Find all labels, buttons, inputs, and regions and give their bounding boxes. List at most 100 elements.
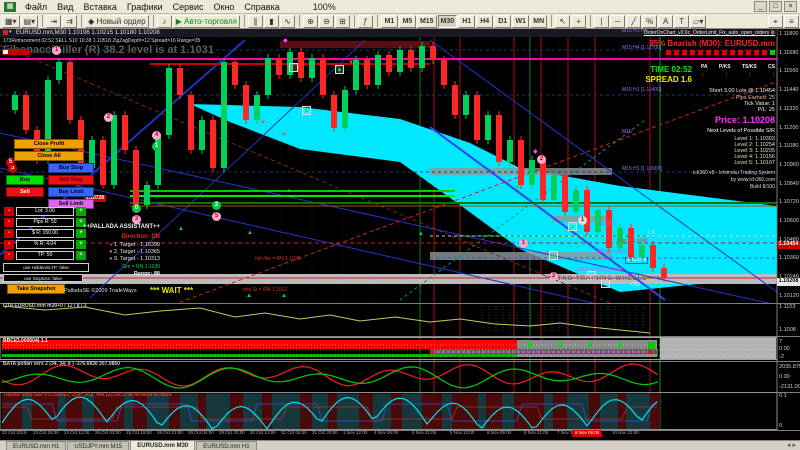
price-scale-label: 1.11200 xyxy=(779,124,799,131)
sell-button[interactable]: Sell xyxy=(6,187,44,197)
bata-red-line xyxy=(1,363,659,387)
chart-shift-button[interactable]: ⇥ xyxy=(46,14,62,28)
ichimoku-band xyxy=(190,104,777,292)
toolbar-separator xyxy=(590,15,592,27)
bar-chart-button[interactable]: ∥ xyxy=(247,14,263,28)
signal-box-marker xyxy=(289,63,298,72)
signal-dot-row xyxy=(666,50,775,55)
time-axis-label: 4 Nov 05:00 xyxy=(374,430,399,435)
timeframe-button-m1[interactable]: M1 xyxy=(380,14,398,28)
restore-button[interactable]: □ xyxy=(769,1,782,12)
menu-item[interactable]: Сервис xyxy=(172,1,204,12)
signal-columns: PA P/KS TS/KS CS xyxy=(701,64,775,70)
timeframe-button-h4[interactable]: H4 xyxy=(476,14,494,28)
menu-item[interactable]: Вставка xyxy=(83,1,117,12)
auto-scroll-button[interactable]: ⇉ xyxy=(62,14,78,28)
crosshair-button[interactable]: + xyxy=(571,14,587,28)
chevron-down-icon[interactable]: ▾ xyxy=(9,29,12,35)
new-chart-button[interactable]: ▦▾ xyxy=(2,14,20,28)
price-scale-label: 1.10720 xyxy=(779,199,799,206)
indicator-scale-label: 0.00 xyxy=(779,346,790,352)
close-profit-button[interactable]: Close Profit xyxy=(14,139,84,149)
fibonacci-button[interactable]: % xyxy=(642,14,658,28)
timeframe-button-d1[interactable]: D1 xyxy=(494,14,512,28)
chart-tab[interactable]: EURUSD.mm H1 xyxy=(6,441,67,450)
chart-tab[interactable]: EURUSD.mm H1 xyxy=(196,441,257,450)
price-scale-label: 1.11800 xyxy=(779,31,799,37)
lot-minus-button[interactable]: - xyxy=(4,207,14,216)
alerts-button[interactable]: ♪ xyxy=(156,14,172,28)
profiles-button[interactable]: ▤▾ xyxy=(20,14,39,28)
numbered-marker: 4 xyxy=(152,131,161,140)
numbered-marker: 2 xyxy=(104,113,113,122)
price-scale-label: 1.10360 xyxy=(779,255,799,262)
indicators-button[interactable]: ƒ xyxy=(357,14,373,28)
chart-tab[interactable]: USDJPY.mm M15 xyxy=(67,441,130,450)
timeframe-button-m5[interactable]: M5 xyxy=(398,14,416,28)
menu-item[interactable]: Графики xyxy=(126,1,163,12)
timeframe-button-m30[interactable]: M30 xyxy=(437,14,458,28)
chart-annotation: Sup T 1.1046 xyxy=(618,238,648,244)
cursor-button[interactable]: ↖ xyxy=(555,14,571,28)
horizontal-line-button[interactable]: ─ xyxy=(610,14,626,28)
sr-level-text: Level 5: 1.10107 xyxy=(734,160,775,166)
timeframe-button-m15[interactable]: M15 xyxy=(416,14,437,28)
menu-item[interactable]: Окно xyxy=(213,1,235,12)
new-order-button[interactable]: ◆ Новый ордер xyxy=(85,14,149,28)
menu-item[interactable]: Файл xyxy=(25,1,48,12)
orderonchart-header[interactable]: OrderOnChart_v2.6c_OrderLimit_Fix_auto_o… xyxy=(643,30,775,36)
up-arrow-icon: ▲ xyxy=(418,231,424,237)
chart-title-icon xyxy=(3,30,8,35)
diamond-icon: ◆ xyxy=(283,38,288,44)
menu-item[interactable]: Справка xyxy=(244,1,280,12)
minimize-button[interactable]: _ xyxy=(754,1,767,12)
toolbar-separator xyxy=(376,15,378,27)
tile-windows-button[interactable]: ⊞ xyxy=(334,14,350,28)
numbered-marker: 1 xyxy=(519,239,528,248)
time-axis-label: 1 Nov 12:00 xyxy=(343,430,368,435)
zoom-out-button[interactable]: ⊖ xyxy=(318,14,334,28)
tab-scroll-arrows[interactable]: ◂ ▸ xyxy=(787,442,796,449)
resistance-note: min.Re = RN 1.1030 xyxy=(255,256,301,262)
timeframe-button-mn[interactable]: MN xyxy=(530,14,548,28)
time-axis-label: 5 Nov 13:00 xyxy=(450,430,475,435)
text-label-button[interactable]: T xyxy=(674,14,690,28)
buy-button[interactable]: Buy xyxy=(6,175,44,185)
market-watch-icon[interactable]: ≡ xyxy=(784,14,799,28)
usd-minus-button[interactable]: - xyxy=(4,229,14,238)
line-chart-button[interactable]: ∿ xyxy=(279,14,295,28)
lot-plus-button[interactable]: + xyxy=(76,207,86,216)
search-icon[interactable]: ⌖ xyxy=(768,14,783,28)
buy-stop-button[interactable]: Buy Stop xyxy=(48,163,94,173)
tp-minus-button[interactable]: - xyxy=(4,251,14,260)
sell-stop-button[interactable]: Sell Stop xyxy=(48,175,94,185)
pips-minus-button[interactable]: - xyxy=(4,218,14,227)
toolbar-separator xyxy=(152,15,154,27)
take-snapshot-button[interactable]: Take Snapshot xyxy=(7,284,65,294)
timeframe-button-h1[interactable]: H1 xyxy=(458,14,476,28)
bear-dot xyxy=(762,50,767,55)
shapes-button[interactable]: ▱▾ xyxy=(690,14,707,28)
buy-limit-button[interactable]: Buy Limit xyxy=(48,187,94,197)
close-button[interactable]: × xyxy=(784,1,797,12)
price-scale-label: 1.11560 xyxy=(779,68,799,75)
chart-tab[interactable]: EURUSD.mm M30 xyxy=(130,440,196,450)
pct-minus-button[interactable]: - xyxy=(4,240,14,249)
text-button[interactable]: A xyxy=(658,14,674,28)
spread-value: SPREAD 1.6 xyxy=(645,75,692,84)
close-all-button[interactable]: Close All xyxy=(14,151,84,161)
lot-field[interactable]: Lot: 3.00 xyxy=(16,207,74,216)
candlestick-chart-button[interactable]: ▮ xyxy=(263,14,279,28)
zoom-in-button[interactable]: ⊕ xyxy=(302,14,318,28)
toolbar-separator xyxy=(81,15,83,27)
auto-trading-button[interactable]: ▶ Авто-торговля xyxy=(172,14,240,28)
bear-dot xyxy=(730,50,735,55)
vertical-line-button[interactable]: | xyxy=(594,14,610,28)
numbered-marker: 1 xyxy=(52,46,61,55)
trendline-button[interactable]: ╱ xyxy=(626,14,642,28)
indicator-scale-label: 1.1008 xyxy=(779,327,796,333)
up-arrow-icon: ▲ xyxy=(247,230,253,236)
timeframe-button-w1[interactable]: W1 xyxy=(512,14,530,28)
menu-item[interactable]: Вид xyxy=(57,1,74,12)
signal-arrows: ↓ ↓ ↓ ↓ xyxy=(701,71,775,78)
